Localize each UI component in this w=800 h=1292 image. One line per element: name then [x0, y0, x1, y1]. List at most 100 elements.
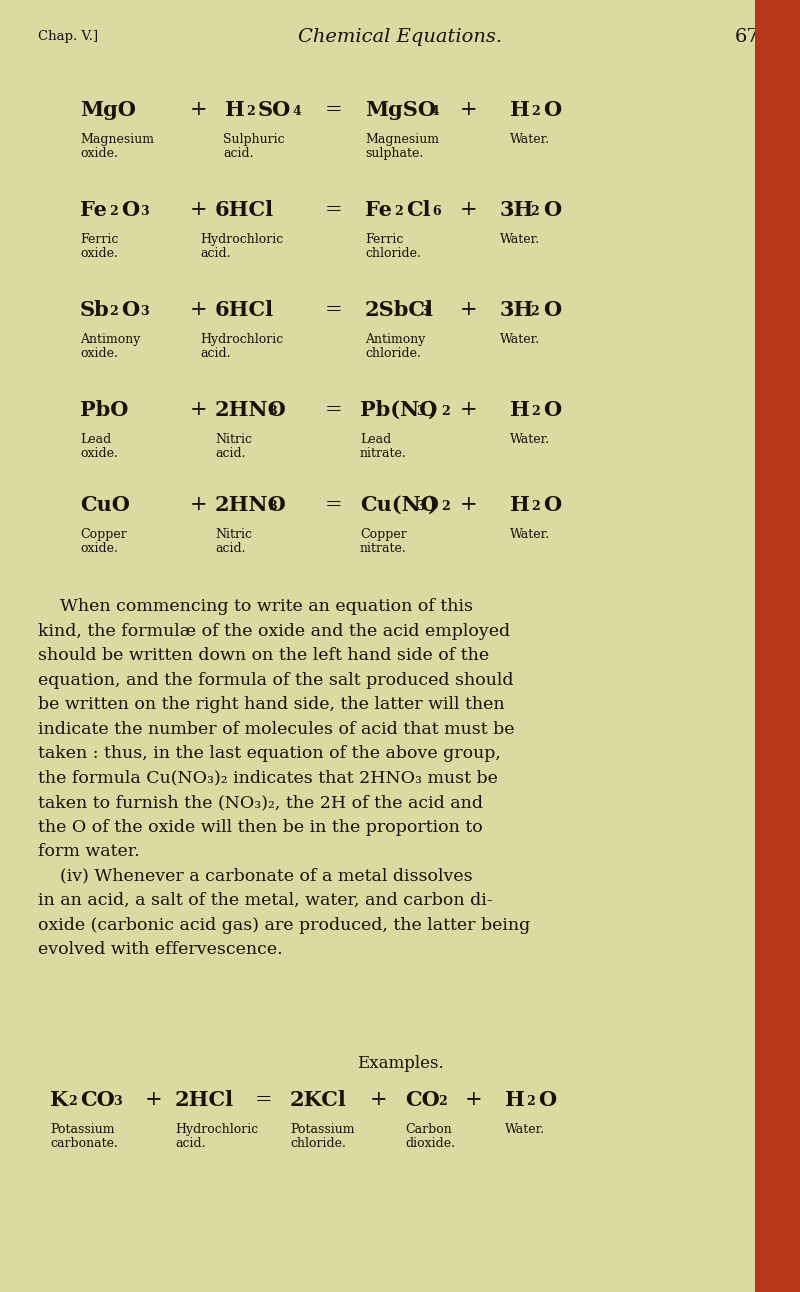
- Text: H: H: [510, 99, 530, 120]
- Text: dioxide.: dioxide.: [405, 1137, 455, 1150]
- Text: should be written down on the left hand side of the: should be written down on the left hand …: [38, 647, 489, 664]
- Text: 3: 3: [416, 500, 425, 513]
- Text: CO: CO: [80, 1090, 114, 1110]
- Text: H: H: [225, 99, 245, 120]
- Text: in an acid, a salt of the metal, water, and carbon di-: in an acid, a salt of the metal, water, …: [38, 891, 493, 910]
- Text: chloride.: chloride.: [365, 247, 421, 260]
- Text: Fe: Fe: [80, 200, 107, 220]
- Text: 2: 2: [394, 205, 402, 218]
- Text: Copper: Copper: [360, 528, 406, 541]
- Text: K: K: [50, 1090, 68, 1110]
- Text: Potassium: Potassium: [50, 1123, 114, 1136]
- Text: 6HCl: 6HCl: [215, 300, 274, 320]
- Text: 4: 4: [430, 105, 438, 118]
- Text: When commencing to write an equation of this: When commencing to write an equation of …: [38, 598, 473, 615]
- Text: Magnesium: Magnesium: [365, 133, 439, 146]
- Text: +: +: [190, 200, 208, 220]
- Text: +: +: [460, 300, 478, 319]
- Text: 2: 2: [531, 404, 540, 419]
- Text: Water.: Water.: [500, 333, 540, 346]
- Text: equation, and the formula of the salt produced should: equation, and the formula of the salt pr…: [38, 672, 514, 689]
- Text: +: +: [465, 1090, 482, 1109]
- Text: evolved with effervescence.: evolved with effervescence.: [38, 941, 282, 957]
- Text: Antimony: Antimony: [80, 333, 140, 346]
- Text: be written on the right hand side, the latter will then: be written on the right hand side, the l…: [38, 696, 505, 713]
- Text: 2: 2: [530, 305, 538, 318]
- Text: 3: 3: [113, 1096, 122, 1109]
- Text: Lead: Lead: [360, 433, 391, 446]
- Text: acid.: acid.: [215, 447, 246, 460]
- Text: 3: 3: [140, 305, 149, 318]
- Text: 4: 4: [292, 105, 301, 118]
- Text: Hydrochloric: Hydrochloric: [200, 333, 283, 346]
- Text: Cl: Cl: [406, 200, 430, 220]
- Text: acid.: acid.: [175, 1137, 206, 1150]
- Text: acid.: acid.: [215, 543, 246, 556]
- Text: acid.: acid.: [200, 247, 230, 260]
- Text: 6HCl: 6HCl: [215, 200, 274, 220]
- Text: Ferric: Ferric: [365, 233, 403, 245]
- Text: H: H: [510, 401, 530, 420]
- Text: 2: 2: [531, 500, 540, 513]
- Text: +: +: [460, 401, 478, 419]
- Text: Lead: Lead: [80, 433, 111, 446]
- Text: chloride.: chloride.: [365, 348, 421, 360]
- Text: O: O: [121, 300, 139, 320]
- Text: +: +: [460, 200, 478, 220]
- Text: +: +: [460, 99, 478, 119]
- Text: 3: 3: [140, 205, 149, 218]
- Text: SO: SO: [258, 99, 291, 120]
- Text: 2KCl: 2KCl: [290, 1090, 347, 1110]
- Text: MgO: MgO: [80, 99, 136, 120]
- Text: Sulphuric: Sulphuric: [223, 133, 285, 146]
- Text: Hydrochloric: Hydrochloric: [200, 233, 283, 245]
- Text: ): ): [428, 401, 438, 420]
- Text: 3: 3: [416, 404, 425, 419]
- Text: 3: 3: [268, 500, 277, 513]
- Text: acid.: acid.: [223, 147, 254, 160]
- Text: =: =: [255, 1090, 273, 1109]
- Text: O: O: [121, 200, 139, 220]
- Text: PbO: PbO: [80, 401, 128, 420]
- Text: H: H: [505, 1090, 525, 1110]
- Text: chloride.: chloride.: [290, 1137, 346, 1150]
- Text: =: =: [325, 401, 342, 419]
- Bar: [755, 0, 800, 1292]
- Text: kind, the formulæ of the oxide and the acid employed: kind, the formulæ of the oxide and the a…: [38, 623, 510, 640]
- Text: H: H: [510, 495, 530, 516]
- Text: Sb: Sb: [80, 300, 110, 320]
- Text: sulphate.: sulphate.: [365, 147, 423, 160]
- Text: Carbon: Carbon: [405, 1123, 452, 1136]
- Text: Magnesium: Magnesium: [80, 133, 154, 146]
- Text: +: +: [370, 1090, 388, 1109]
- Text: Examples.: Examples.: [357, 1056, 443, 1072]
- Text: Nitric: Nitric: [215, 528, 252, 541]
- Text: 3: 3: [420, 305, 429, 318]
- Text: +: +: [190, 300, 208, 319]
- Text: Antimony: Antimony: [365, 333, 426, 346]
- Text: oxide.: oxide.: [80, 247, 118, 260]
- Text: carbonate.: carbonate.: [50, 1137, 118, 1150]
- Text: acid.: acid.: [200, 348, 230, 360]
- Text: 2: 2: [109, 305, 118, 318]
- Text: 3H: 3H: [500, 200, 534, 220]
- Text: Nitric: Nitric: [215, 433, 252, 446]
- Text: Fe: Fe: [365, 200, 392, 220]
- Text: O: O: [543, 401, 561, 420]
- Text: +: +: [145, 1090, 162, 1109]
- Text: O: O: [543, 200, 561, 220]
- Text: Chemical Equations.: Chemical Equations.: [298, 28, 502, 47]
- Text: the formula Cu(NO₃)₂ indicates that 2HNO₃ must be: the formula Cu(NO₃)₂ indicates that 2HNO…: [38, 770, 498, 787]
- Text: 2: 2: [246, 105, 254, 118]
- Text: Water.: Water.: [510, 433, 550, 446]
- Text: Water.: Water.: [505, 1123, 545, 1136]
- Text: O: O: [543, 495, 561, 516]
- Text: 2HCl: 2HCl: [175, 1090, 234, 1110]
- Text: 6: 6: [432, 205, 441, 218]
- Text: MgSO: MgSO: [365, 99, 436, 120]
- Text: Water.: Water.: [510, 133, 550, 146]
- Text: 2: 2: [526, 1096, 534, 1109]
- Text: Copper: Copper: [80, 528, 126, 541]
- Text: nitrate.: nitrate.: [360, 447, 406, 460]
- Text: 2: 2: [68, 1096, 77, 1109]
